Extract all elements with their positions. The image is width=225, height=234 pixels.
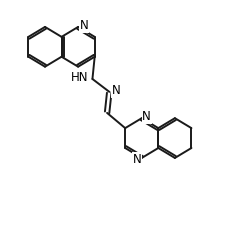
Text: N: N [142,110,151,124]
Text: N: N [112,84,120,97]
Text: N: N [79,19,88,32]
Text: N: N [133,153,141,166]
Text: HN: HN [71,71,89,84]
